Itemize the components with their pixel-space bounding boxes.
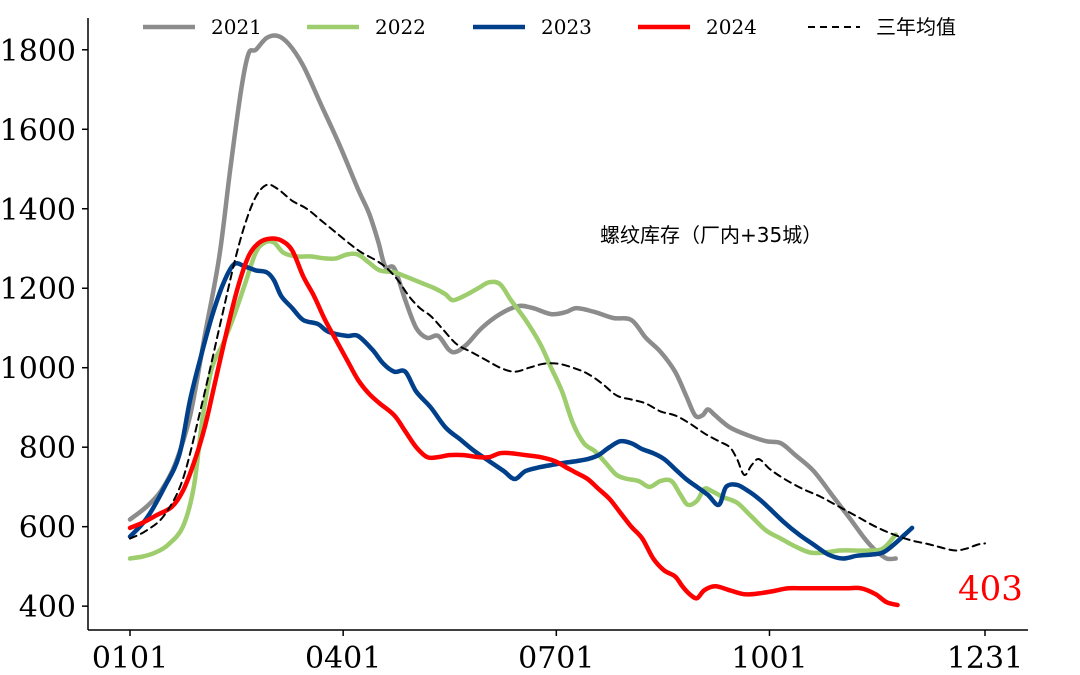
series-line-2022 — [127, 239, 898, 561]
legend-label-2022: 2022 — [375, 15, 426, 39]
x-tick-label: 0401 — [305, 641, 381, 675]
series-line-2023 — [127, 261, 915, 561]
series-line-2021 — [127, 33, 898, 562]
series-layer — [127, 33, 986, 608]
y-tick-label: 1800 — [0, 34, 76, 69]
series-line-2024 — [127, 236, 900, 608]
y-tick-label: 1000 — [0, 352, 76, 387]
x-tick-label: 1001 — [731, 641, 807, 675]
x-tick-label: 0701 — [518, 641, 594, 675]
legend-label-三年均值: 三年均值 — [876, 15, 956, 39]
axes: 400 600 800 1000 1200 1400 1600 1800 0101 0401 070… — [0, 18, 1028, 675]
y-tick-label: 800 — [19, 431, 76, 466]
series-line-三年均值 — [129, 183, 986, 552]
x-tick-label: 0101 — [92, 641, 168, 675]
y-tick-label: 1400 — [0, 193, 76, 228]
y-tick-label: 1200 — [0, 272, 76, 307]
legend-label-2021: 2021 — [211, 15, 262, 39]
x-tick-label: 1231 — [947, 641, 1023, 675]
y-tick-label: 400 — [19, 590, 76, 625]
legend: 2021 2022 2023 2024 三年均值 — [143, 15, 956, 39]
end-value-label: 403 — [958, 569, 1023, 609]
y-tick-label: 1600 — [0, 113, 76, 148]
legend-label-2024: 2024 — [706, 15, 757, 39]
y-tick-label: 600 — [19, 511, 76, 546]
chart-annotation: 螺纹库存（厂内+35城） — [600, 223, 822, 247]
legend-label-2023: 2023 — [541, 15, 592, 39]
